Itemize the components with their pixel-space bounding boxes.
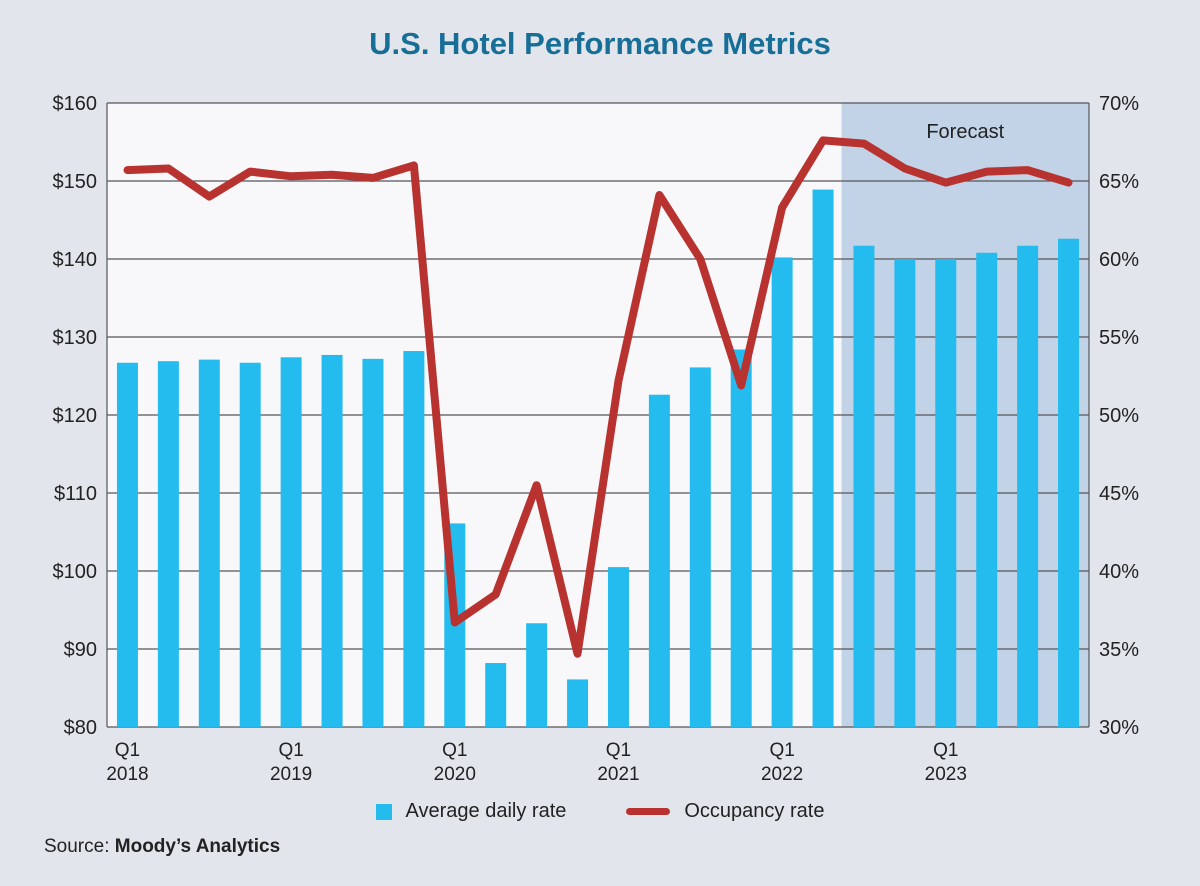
- bar: [116, 362, 138, 727]
- legend-label-adr: Average daily rate: [405, 800, 567, 822]
- legend-swatch-bar: [375, 803, 392, 820]
- x-tick-label-quarter: Q1: [606, 740, 631, 761]
- right-tick-label: 65%: [1099, 171, 1139, 193]
- left-tick-label: $100: [53, 561, 98, 583]
- legend-item-occupancy: Occupancy rate: [626, 800, 824, 823]
- left-tick-label: $120: [53, 405, 98, 427]
- right-tick-label: 45%: [1099, 483, 1139, 505]
- source-name: Moody’s Analytics: [114, 836, 281, 857]
- x-tick-label-quarter: Q1: [769, 740, 794, 761]
- bar: [403, 351, 425, 727]
- left-tick-label: $90: [64, 639, 97, 661]
- source-note: Source: Moody’s Analytics: [44, 836, 280, 858]
- bar: [362, 358, 384, 727]
- line-series: [123, 136, 1073, 658]
- right-tick-label: 50%: [1099, 405, 1139, 427]
- x-axis: Q1 2018 Q1 2019 Q1 2020 Q1 2021 Q1 2022 Q1 2023: [106, 740, 967, 785]
- right-axis: 30% 35% 40% 45% 50% 55% 60% 65% 70%: [1099, 93, 1139, 739]
- left-tick-label: $80: [64, 717, 97, 739]
- bar: [771, 257, 793, 727]
- left-tick-label: $130: [53, 327, 98, 349]
- bar: [157, 361, 179, 727]
- bar: [648, 394, 670, 727]
- right-tick-label: 40%: [1099, 561, 1139, 583]
- source-label: Source:: [44, 836, 110, 857]
- bar: [812, 189, 834, 727]
- bar: [894, 259, 916, 727]
- occupancy-line: [123, 136, 1073, 658]
- bar: [730, 349, 752, 727]
- legend-item-adr: Average daily rate: [375, 800, 567, 823]
- chart-canvas: Forecast $80$90$100$110$120$130$140$150$…: [53, 93, 1140, 785]
- right-tick-label: 60%: [1099, 249, 1139, 271]
- bar: [1017, 245, 1039, 728]
- x-tick-label-year: 2023: [925, 764, 967, 785]
- left-tick-label: $110: [54, 483, 97, 505]
- x-tick-label-quarter: Q1: [115, 740, 140, 761]
- left-tick-label: $150: [53, 171, 98, 193]
- forecast-label: Forecast: [926, 121, 1004, 143]
- x-tick-label-year: 2018: [106, 764, 148, 785]
- right-tick-label: 55%: [1099, 327, 1139, 349]
- x-tick-label-quarter: Q1: [278, 740, 303, 761]
- bar: [485, 663, 507, 727]
- right-tick-label: 70%: [1099, 93, 1139, 115]
- right-tick-label: 35%: [1099, 639, 1139, 661]
- bar: [321, 354, 343, 727]
- bar: [935, 259, 957, 727]
- bar: [853, 245, 875, 728]
- bar: [280, 357, 302, 727]
- bar: [976, 252, 998, 727]
- x-tick-label-year: 2019: [270, 764, 312, 785]
- legend-swatch-line: [626, 808, 671, 815]
- x-tick-label-quarter: Q1: [442, 740, 467, 761]
- bar: [1058, 238, 1080, 727]
- bar: [239, 362, 261, 727]
- x-tick-label-year: 2022: [761, 764, 803, 785]
- x-tick-label-year: 2021: [597, 764, 639, 785]
- bar: [689, 367, 711, 727]
- left-tick-label: $160: [53, 93, 98, 115]
- left-tick-label: $140: [53, 249, 98, 271]
- bar-series: [116, 189, 1080, 728]
- left-axis: $80 $90 $100 $110 $120 $130 $140 $150 $160: [53, 93, 98, 739]
- x-tick-label-year: 2020: [434, 764, 476, 785]
- x-tick-label-quarter: Q1: [933, 740, 958, 761]
- bar: [607, 567, 629, 727]
- right-tick-label: 30%: [1099, 717, 1139, 739]
- bar: [198, 359, 220, 727]
- legend: Average daily rate Occupancy rate: [0, 800, 1200, 823]
- legend-label-occupancy: Occupancy rate: [684, 800, 825, 822]
- bar: [526, 623, 548, 727]
- bar: [567, 679, 589, 727]
- chart-title: U.S. Hotel Performance Metrics: [369, 26, 831, 61]
